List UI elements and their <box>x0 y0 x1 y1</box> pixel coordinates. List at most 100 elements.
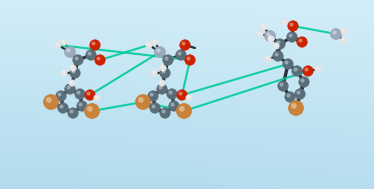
Circle shape <box>301 79 304 83</box>
Circle shape <box>160 68 170 78</box>
Circle shape <box>285 92 295 102</box>
Circle shape <box>157 84 167 94</box>
Circle shape <box>266 32 270 36</box>
Circle shape <box>56 91 66 101</box>
Circle shape <box>159 80 165 86</box>
Circle shape <box>283 59 293 69</box>
Circle shape <box>150 103 160 113</box>
Circle shape <box>187 96 189 98</box>
Circle shape <box>269 37 271 39</box>
Circle shape <box>95 96 97 98</box>
Circle shape <box>179 106 185 112</box>
Circle shape <box>258 32 260 34</box>
Circle shape <box>289 22 294 26</box>
Circle shape <box>178 52 181 56</box>
Circle shape <box>59 105 64 108</box>
Circle shape <box>261 24 267 30</box>
Circle shape <box>146 42 152 48</box>
Circle shape <box>135 94 150 109</box>
Circle shape <box>283 20 285 22</box>
Circle shape <box>274 44 276 46</box>
Circle shape <box>138 97 144 103</box>
Circle shape <box>287 32 297 42</box>
Circle shape <box>186 95 192 101</box>
Circle shape <box>153 40 155 42</box>
Circle shape <box>167 89 177 99</box>
Circle shape <box>165 57 169 60</box>
Circle shape <box>87 106 93 112</box>
Circle shape <box>67 86 71 90</box>
Circle shape <box>71 70 76 74</box>
Circle shape <box>159 86 163 90</box>
Circle shape <box>94 95 100 101</box>
Circle shape <box>276 41 280 45</box>
Circle shape <box>177 90 187 100</box>
Circle shape <box>275 39 285 49</box>
Circle shape <box>70 81 72 83</box>
Circle shape <box>70 110 74 114</box>
Circle shape <box>70 68 80 78</box>
Circle shape <box>257 31 263 37</box>
Circle shape <box>262 25 264 27</box>
Circle shape <box>316 67 318 69</box>
Circle shape <box>265 56 271 62</box>
Circle shape <box>303 66 313 76</box>
Circle shape <box>86 50 96 60</box>
Circle shape <box>171 103 175 107</box>
Circle shape <box>147 43 149 45</box>
Circle shape <box>152 39 158 45</box>
Circle shape <box>331 29 341 40</box>
Circle shape <box>43 94 58 109</box>
Circle shape <box>69 80 75 86</box>
Circle shape <box>178 91 183 95</box>
Circle shape <box>95 55 105 65</box>
Circle shape <box>304 68 309 71</box>
Circle shape <box>288 101 303 115</box>
Circle shape <box>58 103 68 113</box>
Circle shape <box>177 104 191 119</box>
Circle shape <box>56 43 58 45</box>
Circle shape <box>64 46 76 57</box>
Circle shape <box>46 97 52 103</box>
Circle shape <box>160 108 170 118</box>
Circle shape <box>55 42 61 48</box>
Circle shape <box>160 81 162 83</box>
Circle shape <box>298 39 303 43</box>
Circle shape <box>273 51 283 61</box>
Circle shape <box>163 55 173 65</box>
Circle shape <box>341 37 347 43</box>
Circle shape <box>70 65 76 71</box>
Circle shape <box>288 21 298 31</box>
Circle shape <box>92 42 95 46</box>
Circle shape <box>61 70 67 76</box>
Circle shape <box>150 93 153 97</box>
Circle shape <box>162 70 166 74</box>
Circle shape <box>299 77 309 87</box>
Circle shape <box>90 40 100 50</box>
Circle shape <box>162 110 166 114</box>
Circle shape <box>286 94 291 98</box>
Circle shape <box>61 39 67 45</box>
Circle shape <box>297 37 307 47</box>
Circle shape <box>85 90 95 100</box>
Circle shape <box>273 43 279 49</box>
Circle shape <box>291 103 297 109</box>
Circle shape <box>152 71 154 73</box>
Circle shape <box>295 89 305 99</box>
Circle shape <box>79 103 83 107</box>
Circle shape <box>280 83 283 87</box>
Circle shape <box>88 52 92 56</box>
Circle shape <box>264 30 276 42</box>
Circle shape <box>285 60 288 64</box>
Circle shape <box>154 46 166 57</box>
Circle shape <box>151 70 157 76</box>
Circle shape <box>62 71 64 73</box>
Circle shape <box>160 65 166 71</box>
Circle shape <box>85 104 99 119</box>
Circle shape <box>268 36 274 42</box>
Circle shape <box>148 91 158 101</box>
Circle shape <box>169 91 172 94</box>
Circle shape <box>77 91 80 94</box>
Circle shape <box>185 55 195 65</box>
Circle shape <box>86 91 91 95</box>
